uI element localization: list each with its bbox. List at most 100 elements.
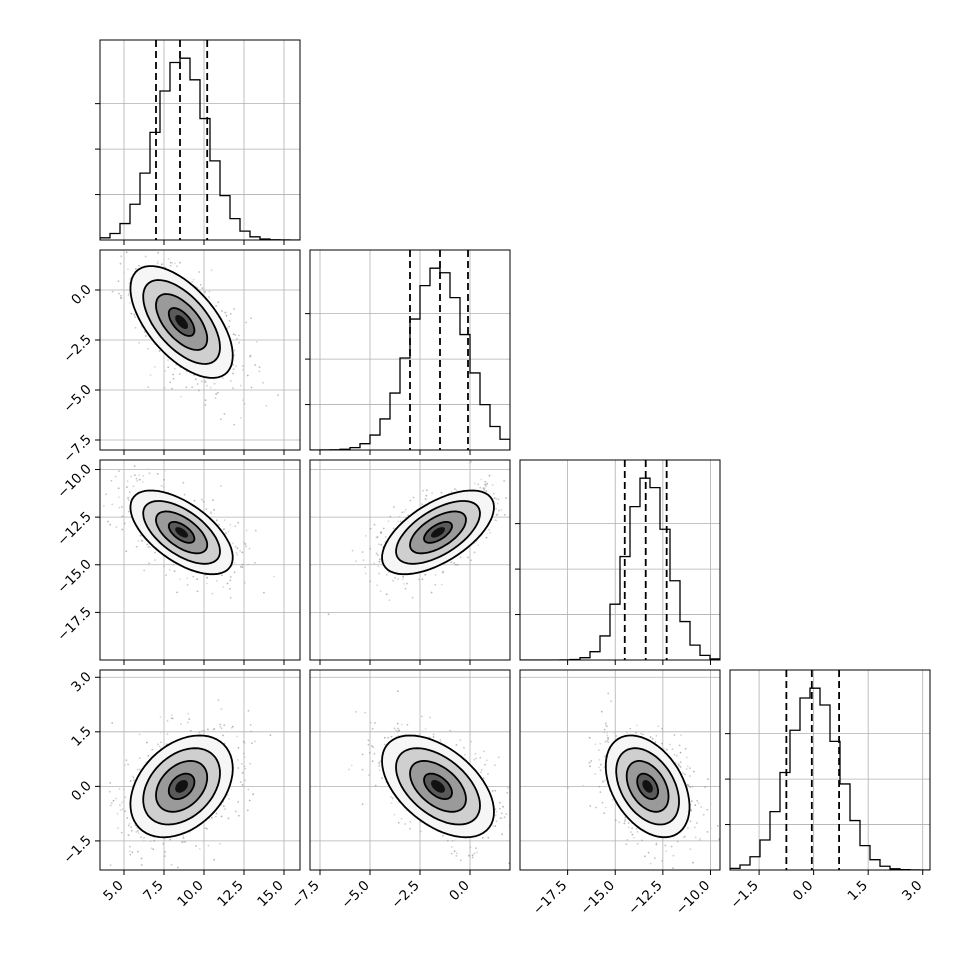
scatter-point	[511, 506, 513, 508]
scatter-point	[495, 820, 498, 823]
scatter-point	[387, 736, 389, 739]
scatter-point	[242, 752, 245, 755]
scatter-point	[163, 855, 166, 857]
scatter-point	[351, 549, 354, 552]
scatter-point	[232, 387, 234, 390]
scatter-point	[630, 831, 632, 833]
scatter-point	[377, 565, 380, 568]
scatter-point	[110, 479, 113, 482]
scatter-point	[473, 551, 476, 554]
scatter-point	[206, 384, 208, 387]
scatter-point	[205, 827, 208, 830]
scatter-point	[138, 264, 140, 267]
scatter-point	[598, 759, 601, 761]
scatter-point	[391, 797, 394, 800]
scatter-point	[199, 283, 202, 286]
scatter-point	[166, 733, 169, 735]
scatter-point	[233, 571, 236, 574]
scatter-point	[498, 509, 500, 512]
scatter-point	[404, 823, 407, 825]
scatter-point	[393, 813, 396, 816]
scatter-point	[214, 389, 217, 391]
scatter-point	[129, 780, 132, 782]
scatter-point	[599, 742, 602, 745]
scatter-point	[94, 791, 96, 793]
scatter-point	[109, 864, 112, 867]
scatter-point	[599, 763, 602, 766]
scatter-point	[131, 829, 133, 832]
scatter-point	[501, 833, 503, 836]
scatter-point	[233, 308, 236, 310]
scatter-point	[208, 290, 211, 293]
scatter-point	[654, 741, 657, 743]
scatter-point	[514, 474, 516, 476]
scatter-point	[132, 776, 135, 779]
scatter-point	[685, 756, 688, 759]
scatter-point	[245, 529, 248, 532]
scatter-point	[483, 489, 486, 491]
scatter-point	[517, 479, 519, 481]
scatter-point	[397, 727, 399, 730]
scatter-point	[154, 559, 156, 561]
scatter-point	[122, 271, 125, 274]
scatter-point	[361, 753, 364, 756]
scatter-point	[135, 545, 138, 548]
scatter-point	[219, 842, 221, 845]
scatter-point	[605, 740, 608, 742]
scatter-point	[183, 493, 186, 496]
scatter-point	[233, 354, 236, 357]
xtick-label: −15.0	[577, 878, 618, 919]
xtick-label: 12.5	[214, 878, 247, 911]
scatter-point	[475, 847, 477, 849]
scatter-point	[233, 562, 236, 564]
scatter-point	[682, 772, 684, 775]
scatter-point	[258, 366, 261, 369]
scatter-point	[158, 745, 161, 748]
scatter-point	[672, 854, 675, 857]
scatter-point	[201, 287, 204, 289]
scatter-point	[508, 862, 510, 865]
scatter-point	[482, 487, 485, 490]
contour-line-3	[129, 734, 234, 839]
scatter-point	[421, 578, 424, 581]
scatter-point	[661, 742, 663, 745]
scatter-point	[228, 325, 231, 328]
scatter-point	[137, 539, 140, 542]
scatter-point	[484, 483, 486, 486]
scatter-point	[139, 534, 142, 537]
scatter-point	[378, 769, 381, 772]
scatter-point	[193, 499, 196, 502]
scatter-point	[603, 812, 606, 814]
scatter-point	[207, 844, 210, 847]
scatter-point	[689, 848, 692, 851]
scatter-point	[122, 788, 125, 791]
scatter-point	[186, 584, 189, 586]
scatter-point	[162, 486, 165, 488]
scatter-point	[242, 740, 245, 743]
scatter-point	[492, 825, 495, 827]
scatter-point	[211, 592, 214, 595]
scatter-point	[127, 824, 130, 827]
scatter-point	[152, 848, 155, 851]
scatter-point	[200, 380, 203, 383]
scatter-point	[223, 805, 225, 808]
scatter-point	[676, 840, 679, 843]
scatter-point	[454, 839, 457, 842]
scatter-point	[690, 872, 692, 874]
scatter-point	[120, 294, 122, 297]
scatter-point	[201, 498, 203, 501]
scatter-point	[694, 804, 697, 806]
scatter-point	[716, 825, 719, 827]
scatter-point	[180, 723, 182, 726]
scatter-point	[214, 397, 217, 399]
scatter-point	[355, 560, 357, 563]
scatter-point	[491, 790, 494, 792]
scatter-point	[140, 836, 142, 838]
scatter-point	[463, 746, 465, 749]
scatter-point	[242, 399, 244, 401]
scatter-point	[653, 857, 656, 860]
scatter-point	[374, 722, 376, 724]
scatter-point	[237, 746, 240, 749]
scatter-point	[675, 755, 678, 757]
scatter-point	[114, 475, 117, 478]
